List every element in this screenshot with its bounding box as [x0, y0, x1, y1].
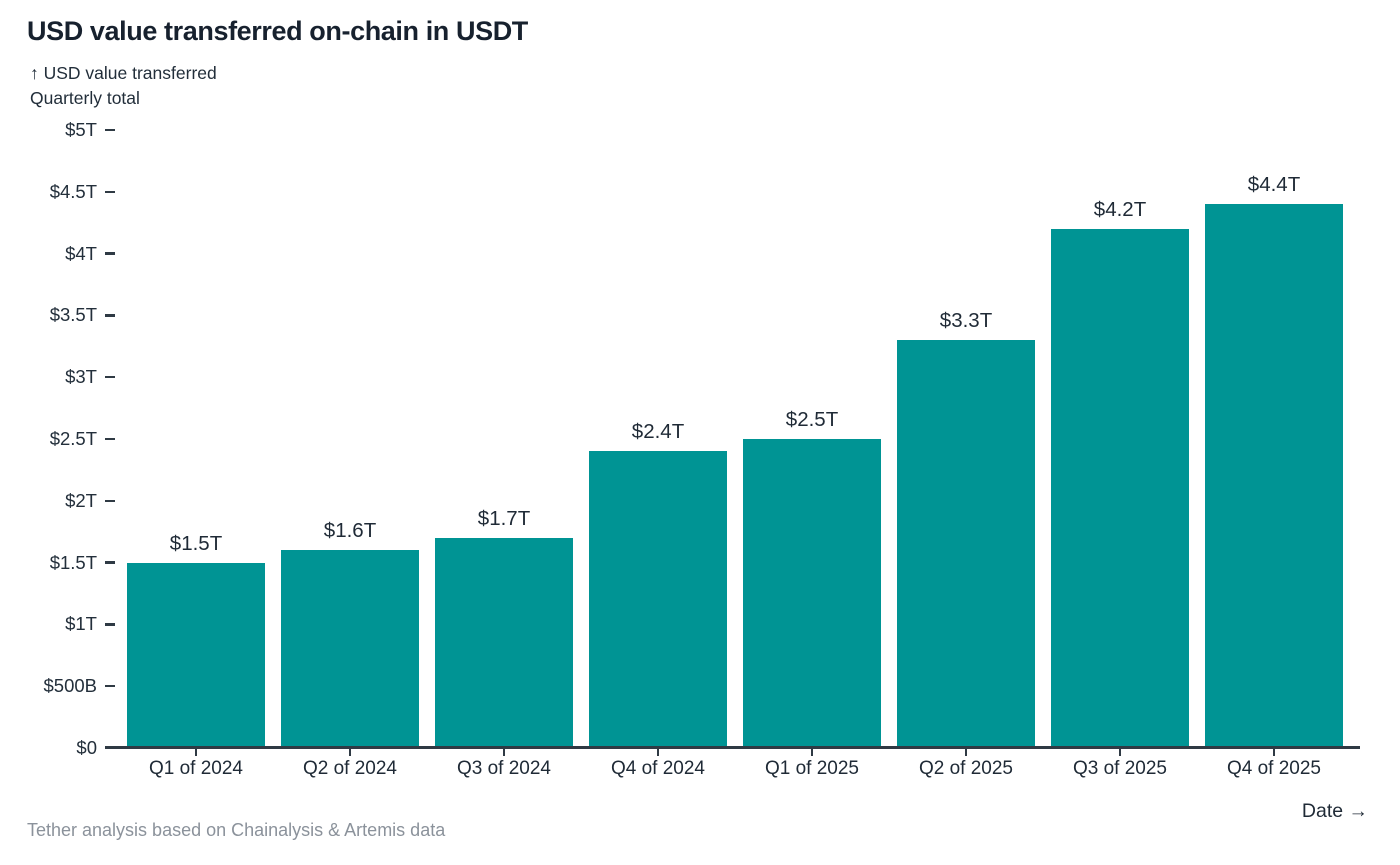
y-tick-label: $3T [65, 366, 97, 388]
x-tick-mark [1273, 748, 1275, 756]
y-tick-label: $3.5T [49, 304, 97, 326]
y-tick-mark [105, 314, 115, 317]
source-note: Tether analysis based on Chainalysis & A… [27, 820, 446, 840]
y-axis: $0 $500B $1T $1.5T $2T $2.5T $3T $3.5T $4T $4.5T $… [0, 119, 115, 758]
y-tick-label: $500B [43, 675, 98, 697]
x-category-label: Q4 of 2025 [1226, 758, 1322, 779]
x-category-label: Q4 of 2024 [610, 758, 706, 779]
y-tick-label: $2T [65, 489, 97, 511]
bar-q4-of-2025: $4.4T [1205, 173, 1343, 748]
y-tick-mark [105, 252, 115, 255]
bar-q3-of-2025: $4.2T [1051, 198, 1189, 748]
bar-q4-of-2024: $2.4T [589, 420, 727, 748]
y-tick-label: $1.5T [49, 551, 97, 573]
x-tick-mark [503, 748, 505, 756]
x-category-label: Q3 of 2024 [456, 758, 552, 779]
x-axis-title: Date → [1301, 800, 1368, 822]
bar-value-label: $3.3T [939, 309, 993, 333]
y-tick-mark [105, 499, 115, 503]
y-tick-mark [105, 684, 115, 688]
x-category-label: Q2 of 2025 [918, 758, 1014, 779]
y-tick-mark [105, 623, 115, 626]
x-category-label: Q3 of 2025 [1072, 758, 1168, 779]
y-tick-mark [105, 561, 115, 564]
y-tick-label: $4.5T [49, 180, 97, 202]
bar-q2-of-2025: $3.3T [897, 309, 1035, 748]
x-category-label: Q1 of 2024 [148, 758, 244, 779]
x-tick-mark [1119, 748, 1121, 756]
y-tick-mark [105, 128, 115, 132]
bar-value-label: $2.4T [631, 420, 685, 444]
x-category-label: Q1 of 2025 [764, 758, 860, 779]
y-tick-label: $5T [65, 119, 97, 140]
bar-q1-of-2025: $2.5T [743, 408, 881, 748]
y-axis-label-line1: ↑ USD value transferred [30, 63, 217, 83]
y-tick-label: $1T [65, 613, 97, 635]
bar-value-label: $2.5T [785, 408, 839, 431]
y-axis-label-line2: Quarterly total [30, 88, 140, 108]
plot-area: $1.5T $1.6T $1.7T $2.4T $2.5T $3.3T $4.2T $4.4T [127, 130, 1343, 748]
y-tick-label: $2.5T [49, 428, 97, 449]
x-tick-mark [349, 748, 351, 756]
page-title: USD value transferred on-chain in USDT [27, 16, 528, 46]
bar-q2-of-2024: $1.6T [281, 519, 419, 748]
y-tick-mark [105, 190, 115, 194]
bar-value-label: $1.6T [323, 519, 377, 543]
bar-value-label: $4.2T [1093, 197, 1147, 221]
x-tick-mark [195, 748, 197, 756]
y-tick-label: $4T [65, 242, 97, 264]
x-tick-mark [811, 748, 813, 756]
bar-value-label: $1.7T [477, 506, 531, 530]
bar-value-label: $4.4T [1247, 173, 1301, 197]
x-tick-mark [657, 748, 659, 756]
x-tick-mark [965, 748, 967, 756]
bar-q3-of-2024: $1.7T [435, 507, 573, 748]
bar-value-label: $1.5T [169, 531, 223, 555]
x-axis-line [105, 746, 1360, 749]
y-tick-mark [105, 375, 115, 379]
y-tick-mark [105, 437, 115, 441]
bar-q1-of-2024: $1.5T [127, 532, 265, 748]
y-tick-label: $0 [76, 737, 97, 758]
x-category-label: Q2 of 2024 [302, 758, 398, 779]
